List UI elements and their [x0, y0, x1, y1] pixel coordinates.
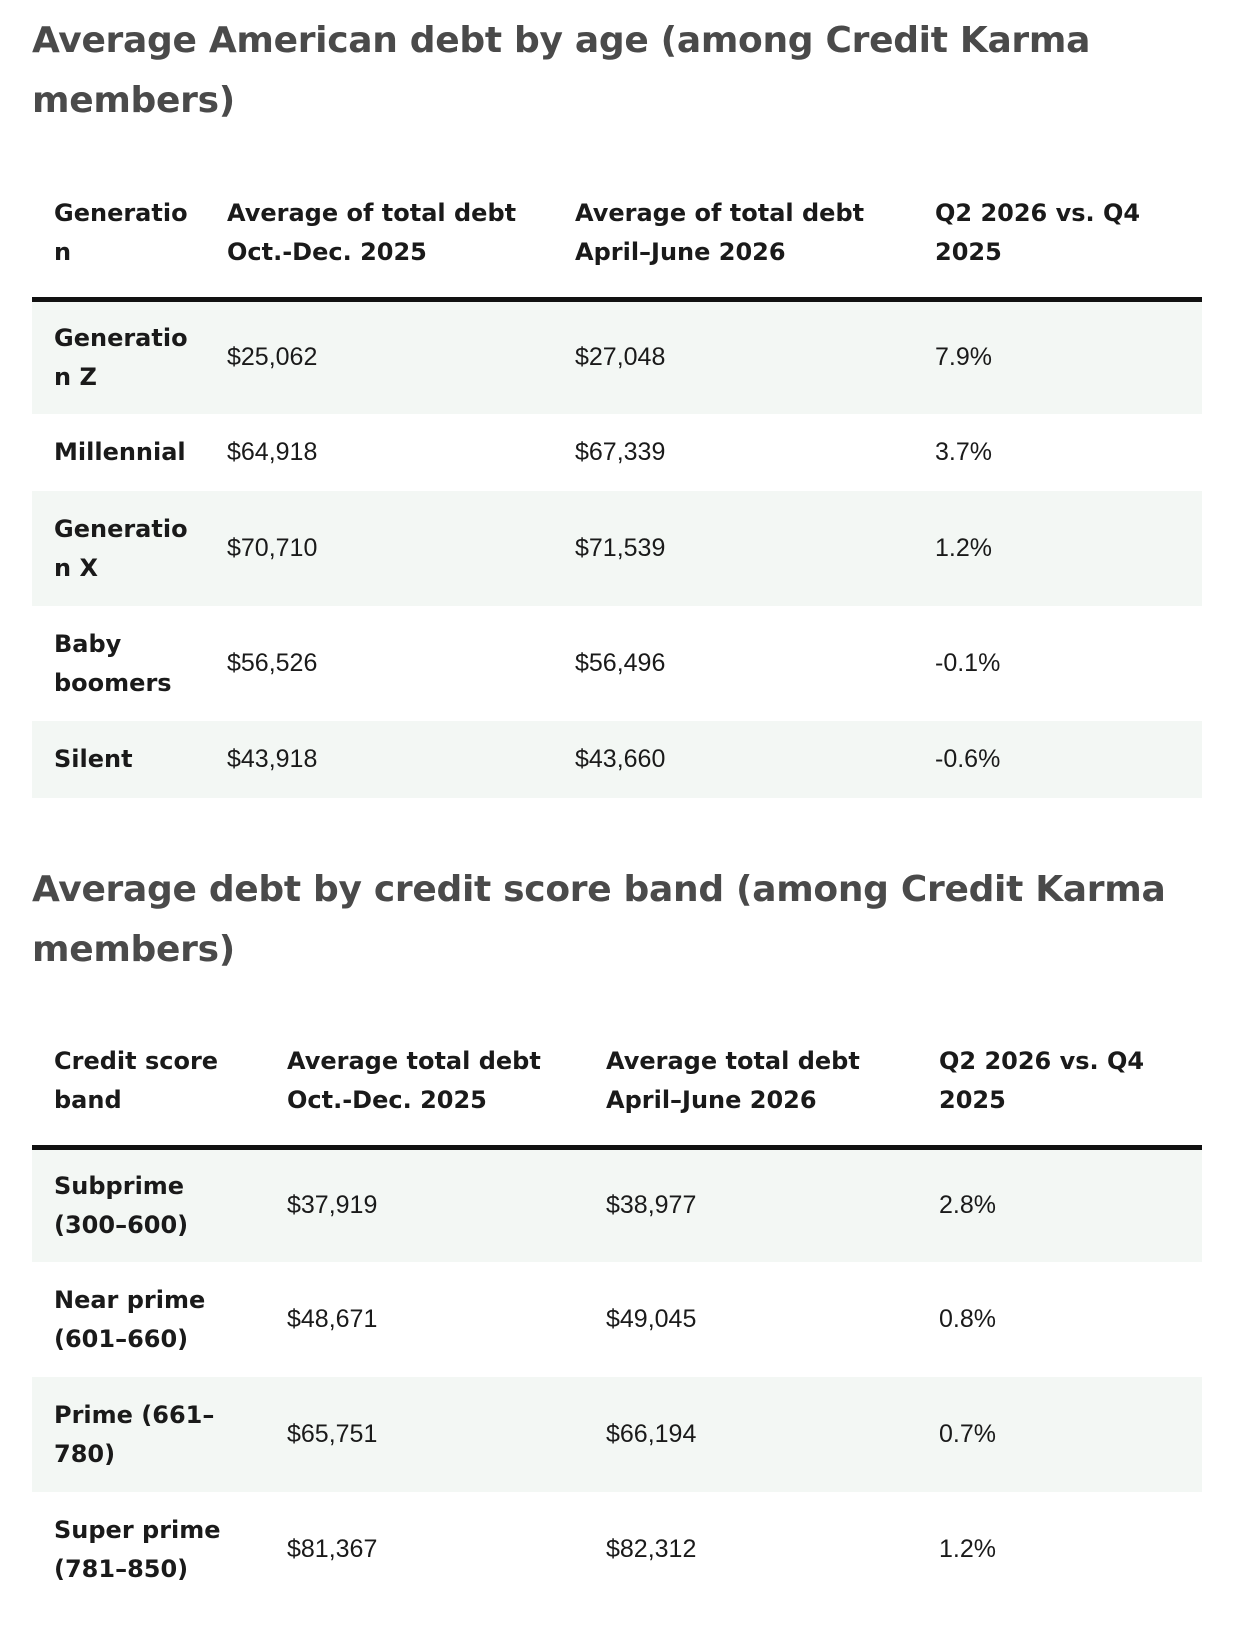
column-header-debt-q4-2025: Average of total debt Oct.-Dec. 2025: [205, 194, 553, 302]
row-label: Super prime (781–850): [54, 1515, 221, 1583]
cell-change: 0.7%: [939, 1420, 996, 1448]
cell-debt-q2-2026: $49,045: [606, 1305, 697, 1333]
cell-debt-q2-2026: $38,977: [606, 1191, 697, 1220]
cell-debt-q4-2025: $56,526: [227, 649, 318, 677]
cell-debt-q4-2025: $43,918: [227, 745, 318, 773]
cell-change: -0.6%: [935, 745, 1001, 773]
cell-debt-q4-2025: $70,710: [227, 534, 318, 562]
cell-debt-q2-2026: $82,312: [606, 1535, 697, 1563]
cell-debt-q4-2025: $48,671: [287, 1305, 378, 1333]
cell-change: 1.2%: [935, 534, 992, 562]
table-row: Near prime (601–660) $48,671 $49,045 0.8…: [32, 1262, 1202, 1377]
table-row: Silent $43,918 $43,660 -0.6%: [32, 721, 1202, 798]
column-header-generation: Generatio n: [32, 194, 205, 302]
credit-table-title: Average debt by credit score band (among…: [32, 869, 1166, 970]
cell-change: 3.7%: [935, 438, 992, 466]
row-label: Silent: [54, 745, 133, 773]
row-label: Baby boomers: [54, 629, 172, 697]
cell-debt-q2-2026: $27,048: [575, 343, 666, 372]
column-header-credit-band: Credit score band: [32, 1042, 265, 1150]
table-row: Baby boomers $56,526 $56,496 -0.1%: [32, 606, 1202, 721]
cell-debt-q2-2026: $56,496: [575, 649, 666, 677]
cell-change: 1.2%: [939, 1535, 996, 1563]
cell-debt-q2-2026: $66,194: [606, 1420, 697, 1448]
cell-debt-q4-2025: $25,062: [227, 343, 318, 372]
age-table-title: Average American debt by age (among Cred…: [32, 20, 1091, 121]
row-label: Near prime (601–660): [54, 1285, 206, 1353]
column-header-debt-q2-2026: Average total debt April–June 2026: [584, 1042, 917, 1150]
row-label: Subprime (300–600): [54, 1171, 189, 1239]
row-label: Generatio n X: [54, 514, 188, 582]
cell-change: 2.8%: [939, 1191, 996, 1220]
column-header-change: Q2 2026 vs. Q4 2025: [917, 1042, 1202, 1150]
row-label: Millennial: [54, 438, 186, 466]
table-row: Super prime (781–850) $81,367 $82,312 1.…: [32, 1492, 1202, 1607]
column-header-change: Q2 2026 vs. Q4 2025: [913, 194, 1202, 302]
row-label: Generatio n Z: [54, 323, 188, 391]
debt-by-age-table: Generatio n Average of total debt Oct.-D…: [32, 194, 1202, 798]
table-row: Generatio n X $70,710 $71,539 1.2%: [32, 491, 1202, 606]
cell-debt-q4-2025: $64,918: [227, 438, 318, 466]
table-row: Generatio n Z $25,062 $27,048 7.9%: [32, 299, 1202, 414]
row-label: Prime (661–780): [54, 1400, 215, 1468]
debt-by-credit-score-table: Credit score band Average total debt Oct…: [32, 1042, 1202, 1607]
cell-debt-q4-2025: $81,367: [287, 1535, 378, 1563]
table-row: Millennial $64,918 $67,339 3.7%: [32, 414, 1202, 491]
cell-debt-q2-2026: $71,539: [575, 534, 666, 562]
cell-debt-q4-2025: $37,919: [287, 1191, 378, 1220]
cell-debt-q4-2025: $65,751: [287, 1420, 378, 1448]
cell-change: 7.9%: [935, 343, 992, 372]
cell-change: -0.1%: [935, 649, 1001, 677]
column-header-debt-q2-2026: Average of total debt April–June 2026: [553, 194, 913, 302]
cell-change: 0.8%: [939, 1305, 996, 1333]
table-header: Generatio n Average of total debt Oct.-D…: [32, 194, 1202, 302]
page: Average American debt by age (among Cred…: [32, 20, 1202, 1607]
cell-debt-q2-2026: $43,660: [575, 745, 666, 773]
table-row: Prime (661–780) $65,751 $66,194 0.7%: [32, 1377, 1202, 1492]
table-header: Credit score band Average total debt Oct…: [32, 1042, 1202, 1150]
cell-debt-q2-2026: $67,339: [575, 438, 666, 466]
column-header-debt-q4-2025: Average total debt Oct.-Dec. 2025: [265, 1042, 584, 1150]
table-row: Subprime (300–600) $37,919 $38,977 2.8%: [32, 1147, 1202, 1262]
